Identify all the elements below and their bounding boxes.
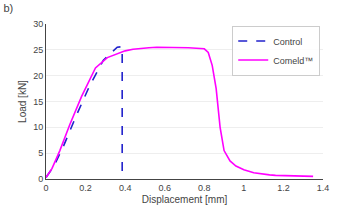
svg-text:1: 1	[241, 183, 246, 193]
svg-text:0.8: 0.8	[198, 183, 211, 193]
svg-text:0.6: 0.6	[158, 183, 171, 193]
svg-text:25: 25	[33, 45, 43, 55]
svg-text:Displacement [mm]: Displacement [mm]	[142, 194, 228, 205]
svg-text:5: 5	[38, 148, 43, 158]
svg-text:20: 20	[33, 71, 43, 81]
svg-text:10: 10	[33, 122, 43, 132]
svg-text:0: 0	[43, 183, 48, 193]
svg-text:Load [kN]: Load [kN]	[17, 80, 28, 123]
svg-text:15: 15	[33, 97, 43, 107]
svg-text:b): b)	[3, 2, 13, 14]
svg-text:Comeld™: Comeld™	[273, 56, 313, 66]
svg-text:Control: Control	[273, 37, 302, 47]
svg-text:1.2: 1.2	[277, 183, 290, 193]
svg-text:0.4: 0.4	[119, 183, 132, 193]
svg-text:1.4: 1.4	[317, 183, 330, 193]
svg-text:0.2: 0.2	[79, 183, 92, 193]
svg-text:30: 30	[33, 19, 43, 29]
svg-text:0: 0	[38, 174, 43, 184]
